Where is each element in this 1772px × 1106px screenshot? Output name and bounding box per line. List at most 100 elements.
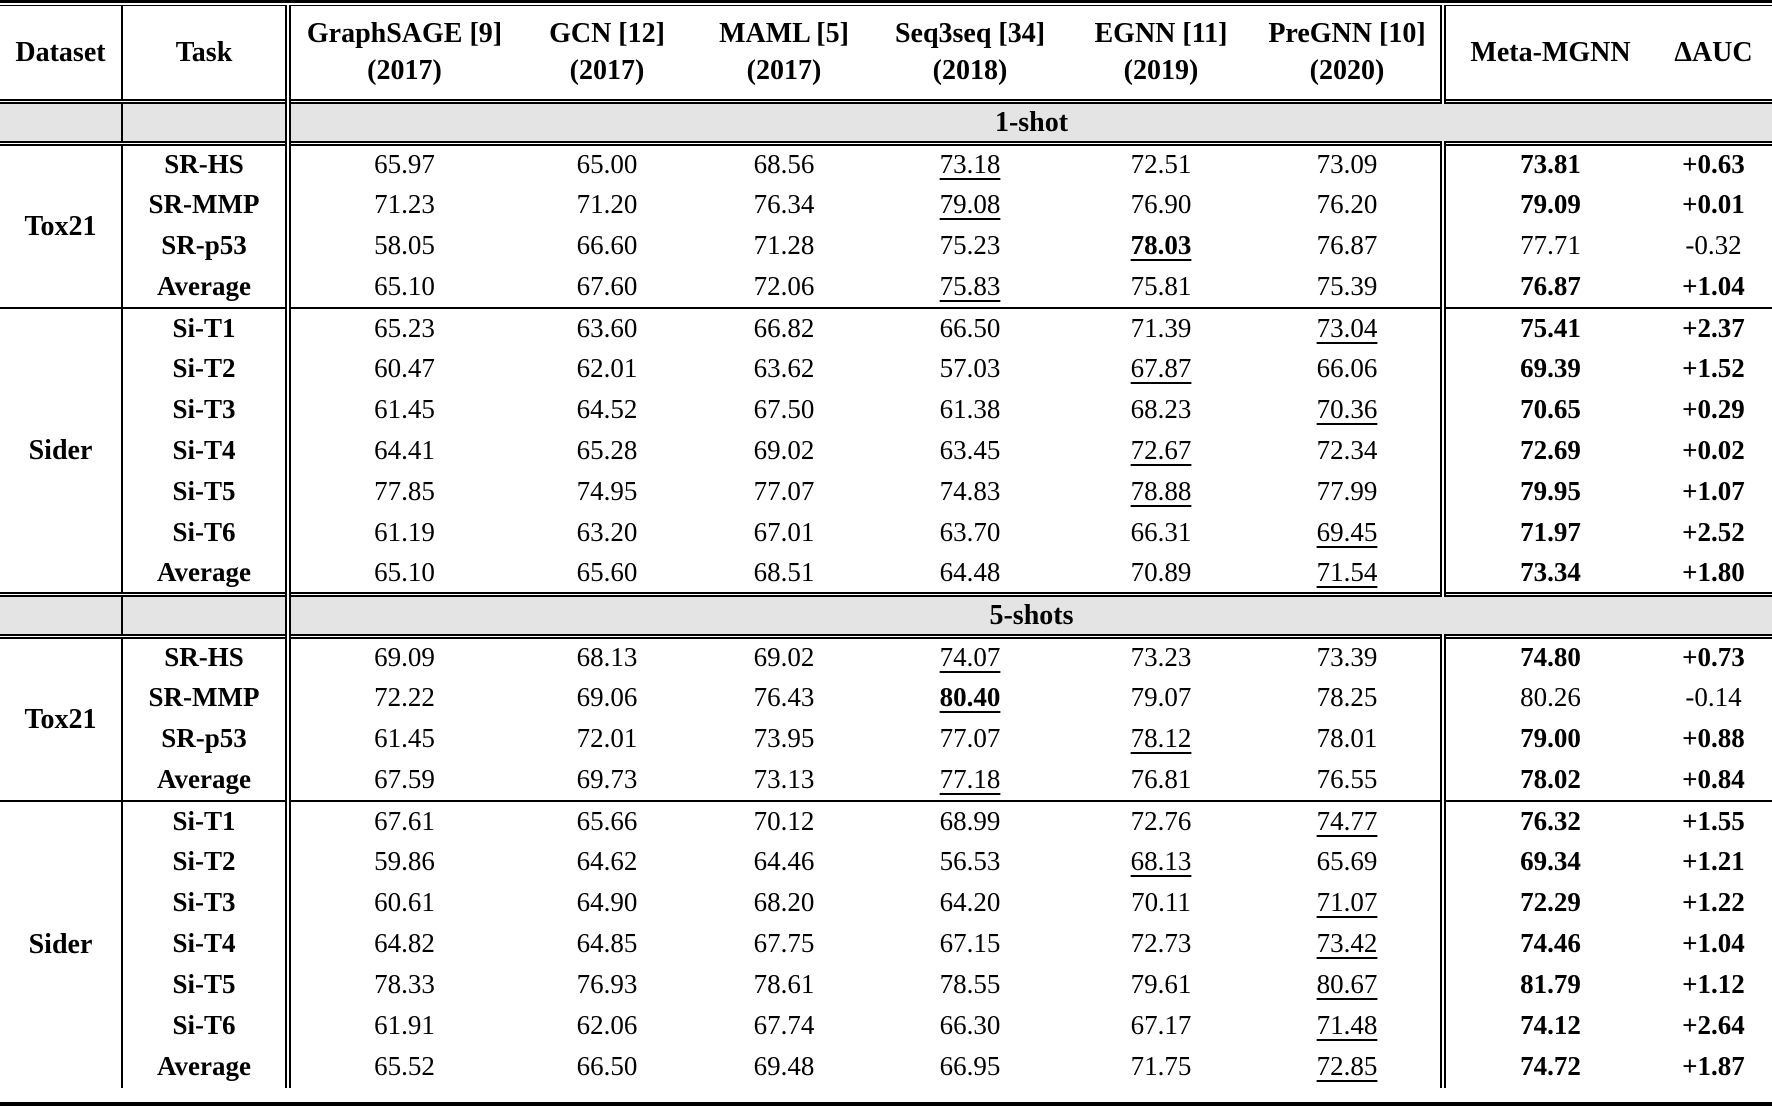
score-cell: 80.40 bbox=[872, 678, 1068, 719]
delta-auc-cell: +1.22 bbox=[1655, 883, 1772, 924]
ours-score-cell: 74.72 bbox=[1443, 1047, 1655, 1088]
score-cell: 68.20 bbox=[696, 883, 872, 924]
task-cell: Si-T1 bbox=[122, 306, 291, 349]
task-cell: SR-MMP bbox=[122, 184, 291, 226]
delta-auc-cell: +0.88 bbox=[1655, 719, 1772, 760]
score-cell-text: 72.76 bbox=[1130, 805, 1192, 836]
score-cell: 65.28 bbox=[518, 431, 696, 472]
score-cell: 71.28 bbox=[696, 226, 872, 267]
ours-score-cell-text: 74.72 bbox=[1520, 1051, 1581, 1082]
score-cell-text: 78.03 bbox=[1130, 230, 1192, 261]
ours-score-cell-text: 78.02 bbox=[1520, 763, 1581, 794]
band-row: 1-shot bbox=[0, 99, 1772, 146]
score-cell-text: 71.48 bbox=[1316, 1010, 1378, 1041]
table-row: Si-T5 77.85 74.95 77.07 74.83 78.88 77.99 79.95… bbox=[0, 471, 1772, 513]
table-row: Sider Si-T1 65.23 63.60 66.82 66.50 71.39 73.04… bbox=[0, 306, 1772, 595]
task-cell: Si-T4 bbox=[122, 430, 291, 472]
score-cell-text: 65.52 bbox=[374, 1051, 435, 1082]
score-cell-text: 80.40 bbox=[939, 682, 1001, 713]
table-row: Tox21 SR-HS 65.97 65.00 68.56 73.18 72.51 73.09… bbox=[0, 143, 1772, 308]
score-cell-text: 71.75 bbox=[1130, 1051, 1192, 1082]
score-cell-text: 56.53 bbox=[939, 846, 1001, 877]
score-cell-text: 77.99 bbox=[1316, 476, 1378, 507]
score-cell-text: 67.61 bbox=[374, 805, 435, 836]
header-method-egnn: EGNN [11] (2019) bbox=[1068, 5, 1254, 104]
score-cell-text: 62.01 bbox=[576, 353, 638, 384]
task-cell: SR-MMP bbox=[122, 677, 291, 719]
delta-auc-cell-text: +1.55 bbox=[1682, 805, 1745, 836]
score-cell: 66.50 bbox=[872, 306, 1068, 349]
score-cell-text: 69.48 bbox=[753, 1051, 815, 1082]
score-cell-text: 61.91 bbox=[374, 1010, 435, 1041]
score-cell: 63.45 bbox=[872, 431, 1068, 472]
score-cell: 70.36 bbox=[1254, 389, 1446, 431]
score-cell-text: 67.75 bbox=[753, 928, 815, 959]
score-cell: 69.02 bbox=[696, 431, 872, 472]
score-cell: 71.39 bbox=[1068, 306, 1254, 349]
score-cell-text: 64.62 bbox=[576, 846, 638, 877]
task-cell: SR-HS bbox=[122, 636, 291, 678]
score-cell-text: 76.55 bbox=[1316, 763, 1378, 794]
score-cell: 77.07 bbox=[696, 472, 872, 513]
score-cell: 77.99 bbox=[1254, 471, 1446, 513]
score-cell-text: 66.82 bbox=[753, 312, 815, 343]
delta-auc-cell: +1.21 bbox=[1655, 842, 1772, 883]
score-cell: 74.77 bbox=[1254, 799, 1446, 842]
ours-score-cell: 70.65 bbox=[1443, 390, 1655, 431]
ours-score-cell-text: 74.80 bbox=[1520, 642, 1581, 673]
ours-score-cell-text: 73.34 bbox=[1520, 556, 1581, 587]
ours-score-cell: 74.46 bbox=[1443, 924, 1655, 965]
table-row: Sider Si-T1 67.61 65.66 70.12 68.99 72.76 74.77… bbox=[0, 799, 1772, 1088]
band-empty-dataset-cell bbox=[0, 592, 123, 639]
score-cell-text: 65.66 bbox=[576, 805, 638, 836]
delta-auc-cell-text: +0.63 bbox=[1682, 149, 1745, 180]
score-cell-text: 66.30 bbox=[939, 1010, 1001, 1041]
table-row: SR-MMP 71.23 71.20 76.34 79.08 76.90 76.20 79.0… bbox=[0, 184, 1772, 226]
task-cell-text: SR-MMP bbox=[148, 682, 260, 713]
score-cell: 79.07 bbox=[1068, 678, 1254, 719]
ours-score-cell-text: 79.00 bbox=[1520, 723, 1581, 754]
score-cell: 67.17 bbox=[1068, 1006, 1254, 1047]
score-cell-text: 65.10 bbox=[374, 270, 435, 301]
score-cell: 76.20 bbox=[1254, 184, 1446, 226]
delta-auc-cell: +0.73 bbox=[1655, 637, 1772, 678]
task-cell: Average bbox=[122, 553, 291, 595]
score-cell-text: 65.69 bbox=[1316, 846, 1378, 877]
score-cell: 76.90 bbox=[1068, 185, 1254, 226]
delta-auc-cell: -0.32 bbox=[1655, 226, 1772, 267]
score-cell: 67.74 bbox=[696, 1006, 872, 1047]
delta-auc-cell: +1.55 bbox=[1655, 799, 1772, 842]
ours-score-cell: 69.34 bbox=[1443, 842, 1655, 883]
score-cell: 72.34 bbox=[1254, 430, 1446, 472]
score-cell: 68.13 bbox=[1068, 842, 1254, 883]
delta-auc-cell: +1.80 bbox=[1655, 554, 1772, 595]
method-name: PreGNN [10] bbox=[1268, 18, 1426, 50]
ours-score-cell: 79.00 bbox=[1443, 719, 1655, 760]
score-cell-text: 71.20 bbox=[576, 189, 638, 220]
table-row: Si-T5 78.33 76.93 78.61 78.55 79.61 80.67 81.79… bbox=[0, 964, 1772, 1006]
results-table: Dataset Task GraphSAGE [9] (2017) GCN [1… bbox=[0, 5, 1772, 1088]
header-method-graphsage: GraphSAGE [9] (2017) bbox=[288, 5, 518, 104]
score-cell: 67.50 bbox=[696, 390, 872, 431]
score-cell: 72.22 bbox=[288, 678, 518, 719]
score-cell: 68.13 bbox=[518, 637, 696, 678]
task-cell-text: Average bbox=[157, 763, 251, 794]
task-cell: Si-T6 bbox=[122, 512, 291, 554]
score-cell: 70.89 bbox=[1068, 554, 1254, 595]
delta-auc-cell-text: +1.04 bbox=[1682, 928, 1745, 959]
score-cell: 77.07 bbox=[872, 719, 1068, 760]
table-row: Average 67.59 69.73 73.13 77.18 76.81 76.55 78.… bbox=[0, 759, 1772, 801]
score-cell: 76.87 bbox=[1254, 225, 1446, 267]
method-name: GCN [12] bbox=[549, 18, 665, 50]
score-cell: 72.76 bbox=[1068, 799, 1254, 842]
ours-score-cell-text: 69.39 bbox=[1520, 353, 1581, 384]
score-cell-text: 70.12 bbox=[753, 805, 815, 836]
ours-score-cell-text: 81.79 bbox=[1520, 969, 1581, 1000]
score-cell-text: 67.74 bbox=[753, 1010, 815, 1041]
score-cell: 71.75 bbox=[1068, 1047, 1254, 1088]
score-cell-text: 79.07 bbox=[1130, 682, 1192, 713]
score-cell: 80.67 bbox=[1254, 964, 1446, 1006]
score-cell-text: 65.10 bbox=[374, 556, 435, 587]
ours-score-cell-text: 79.09 bbox=[1520, 189, 1581, 220]
delta-auc-cell-text: +1.07 bbox=[1682, 476, 1745, 507]
